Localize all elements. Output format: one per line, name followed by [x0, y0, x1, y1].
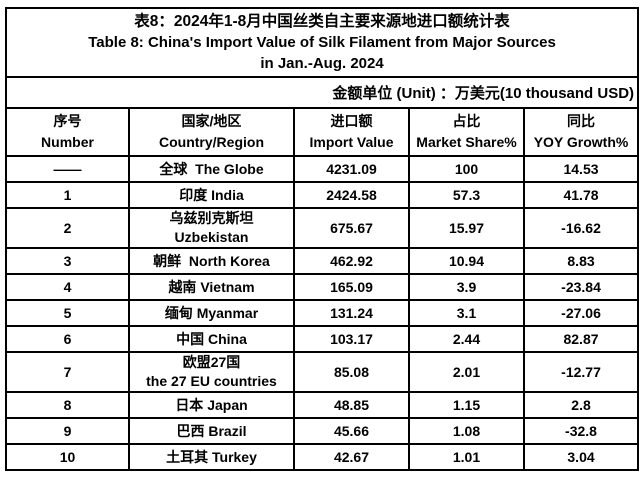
- col-header-market-share: 占比 Market Share%: [408, 107, 525, 157]
- col-header-number-zh: 序号: [53, 113, 82, 129]
- import-value: 85.08: [293, 351, 410, 393]
- table-row: 3 朝鲜 North Korea 462.92 10.94 8.83: [5, 247, 640, 275]
- title-row: 表8：2024年1-8月中国丝类自主要来源地进口额统计表 Table 8: Ch…: [4, 7, 640, 78]
- yoy-growth: 8.83: [522, 247, 640, 275]
- import-value: 2424.58: [293, 181, 410, 209]
- table-row: 5 缅甸 Myanmar 131.24 3.1 -27.06: [5, 299, 640, 327]
- import-value: 4231.09: [293, 155, 410, 183]
- yoy-growth: -23.84: [522, 273, 640, 301]
- table-title-en: Table 8: China's Import Value of Silk Fi…: [88, 34, 556, 51]
- market-share: 1.08: [408, 417, 525, 445]
- yoy-growth: -12.77: [522, 351, 640, 393]
- market-share: 1.15: [408, 391, 525, 419]
- unit-note: 金额单位 (Unit) ：万美元(10 thousand USD): [4, 76, 640, 109]
- table-row: 4 越南 Vietnam 165.09 3.9 -23.84: [5, 273, 640, 301]
- country-name: 印度 India: [128, 181, 295, 209]
- import-value: 165.09: [293, 273, 410, 301]
- header-row: 序号 Number 国家/地区 Country/Region 进口额 Impor…: [5, 107, 640, 157]
- yoy-growth: 82.87: [522, 325, 640, 353]
- col-header-import-value-zh: 进口额: [330, 113, 373, 129]
- table-row: 9 巴西 Brazil 45.66 1.08 -32.8: [5, 417, 640, 445]
- yoy-growth: 41.78: [522, 181, 640, 209]
- unit-row: 金额单位 (Unit) ：万美元(10 thousand USD): [4, 76, 640, 109]
- col-header-country-zh: 国家/地区: [181, 113, 242, 129]
- import-value: 42.67: [293, 443, 410, 471]
- country-name: 朝鲜 North Korea: [128, 247, 295, 275]
- table-body: —— 全球 The Globe 4231.09 100 14.53 1 印度 India 24…: [5, 155, 640, 471]
- col-header-yoy-growth: 同比 YOY Growth%: [522, 107, 640, 157]
- market-share: 2.01: [408, 351, 525, 393]
- yoy-growth: -32.8: [522, 417, 640, 445]
- row-number: 4: [5, 273, 130, 301]
- col-header-number-en: Number: [41, 134, 94, 150]
- import-stats-table: 表8：2024年1-8月中国丝类自主要来源地进口额统计表 Table 8: Ch…: [4, 7, 640, 471]
- country-name: 缅甸 Myanmar: [128, 299, 295, 327]
- country-name: 土耳其 Turkey: [128, 443, 295, 471]
- country-name: 中国 China: [128, 325, 295, 353]
- market-share: 3.9: [408, 273, 525, 301]
- market-share: 57.3: [408, 181, 525, 209]
- col-header-country-en: Country/Region: [159, 134, 264, 150]
- col-header-import-value: 进口额 Import Value: [293, 107, 410, 157]
- table-title-zh: 表8：2024年1-8月中国丝类自主要来源地进口额统计表: [134, 13, 510, 30]
- col-header-number: 序号 Number: [5, 107, 130, 157]
- row-number: 10: [5, 443, 130, 471]
- market-share: 3.1: [408, 299, 525, 327]
- country-name: 日本 Japan: [128, 391, 295, 419]
- row-number: 3: [5, 247, 130, 275]
- import-value: 675.67: [293, 207, 410, 249]
- import-value: 131.24: [293, 299, 410, 327]
- import-value: 462.92: [293, 247, 410, 275]
- country-name: 越南 Vietnam: [128, 273, 295, 301]
- table-row: 1 印度 India 2424.58 57.3 41.78: [5, 181, 640, 209]
- table-row: 6 中国 China 103.17 2.44 82.87: [5, 325, 640, 353]
- row-number: 9: [5, 417, 130, 445]
- table-row: 2 乌兹别克斯坦 Uzbekistan 675.67 15.97 -16.62: [5, 207, 640, 249]
- col-header-country: 国家/地区 Country/Region: [128, 107, 295, 157]
- table-row: —— 全球 The Globe 4231.09 100 14.53: [5, 155, 640, 183]
- table-row: 7 欧盟27国 the 27 EU countries 85.08 2.01 -12.7…: [5, 351, 640, 393]
- row-number: 8: [5, 391, 130, 419]
- row-number: 2: [5, 207, 130, 249]
- yoy-growth: 2.8: [522, 391, 640, 419]
- table-row: 10 土耳其 Turkey 42.67 1.01 3.04: [5, 443, 640, 471]
- yoy-growth: 14.53: [522, 155, 640, 183]
- col-header-market-share-zh: 占比: [452, 113, 481, 129]
- row-number: 1: [5, 181, 130, 209]
- yoy-growth: 3.04: [522, 443, 640, 471]
- row-number: 7: [5, 351, 130, 393]
- country-name: 全球 The Globe: [128, 155, 295, 183]
- country-name: 乌兹别克斯坦 Uzbekistan: [128, 207, 295, 249]
- import-value: 48.85: [293, 391, 410, 419]
- col-header-import-value-en: Import Value: [309, 134, 394, 150]
- row-number: 6: [5, 325, 130, 353]
- col-header-yoy-growth-en: YOY Growth%: [533, 134, 629, 150]
- yoy-growth: -16.62: [522, 207, 640, 249]
- yoy-growth: -27.06: [522, 299, 640, 327]
- import-value: 45.66: [293, 417, 410, 445]
- market-share: 2.44: [408, 325, 525, 353]
- market-share: 15.97: [408, 207, 525, 249]
- country-name: 巴西 Brazil: [128, 417, 295, 445]
- table-row: 8 日本 Japan 48.85 1.15 2.8: [5, 391, 640, 419]
- row-number: 5: [5, 299, 130, 327]
- market-share: 1.01: [408, 443, 525, 471]
- col-header-market-share-en: Market Share%: [416, 134, 517, 150]
- market-share: 100: [408, 155, 525, 183]
- market-share: 10.94: [408, 247, 525, 275]
- col-header-yoy-growth-zh: 同比: [567, 113, 596, 129]
- table-title: 表8：2024年1-8月中国丝类自主要来源地进口额统计表 Table 8: Ch…: [4, 7, 640, 78]
- row-number: ——: [5, 155, 130, 183]
- import-value: 103.17: [293, 325, 410, 353]
- table-title-period: in Jan.-Aug. 2024: [260, 55, 384, 72]
- country-name: 欧盟27国 the 27 EU countries: [128, 351, 295, 393]
